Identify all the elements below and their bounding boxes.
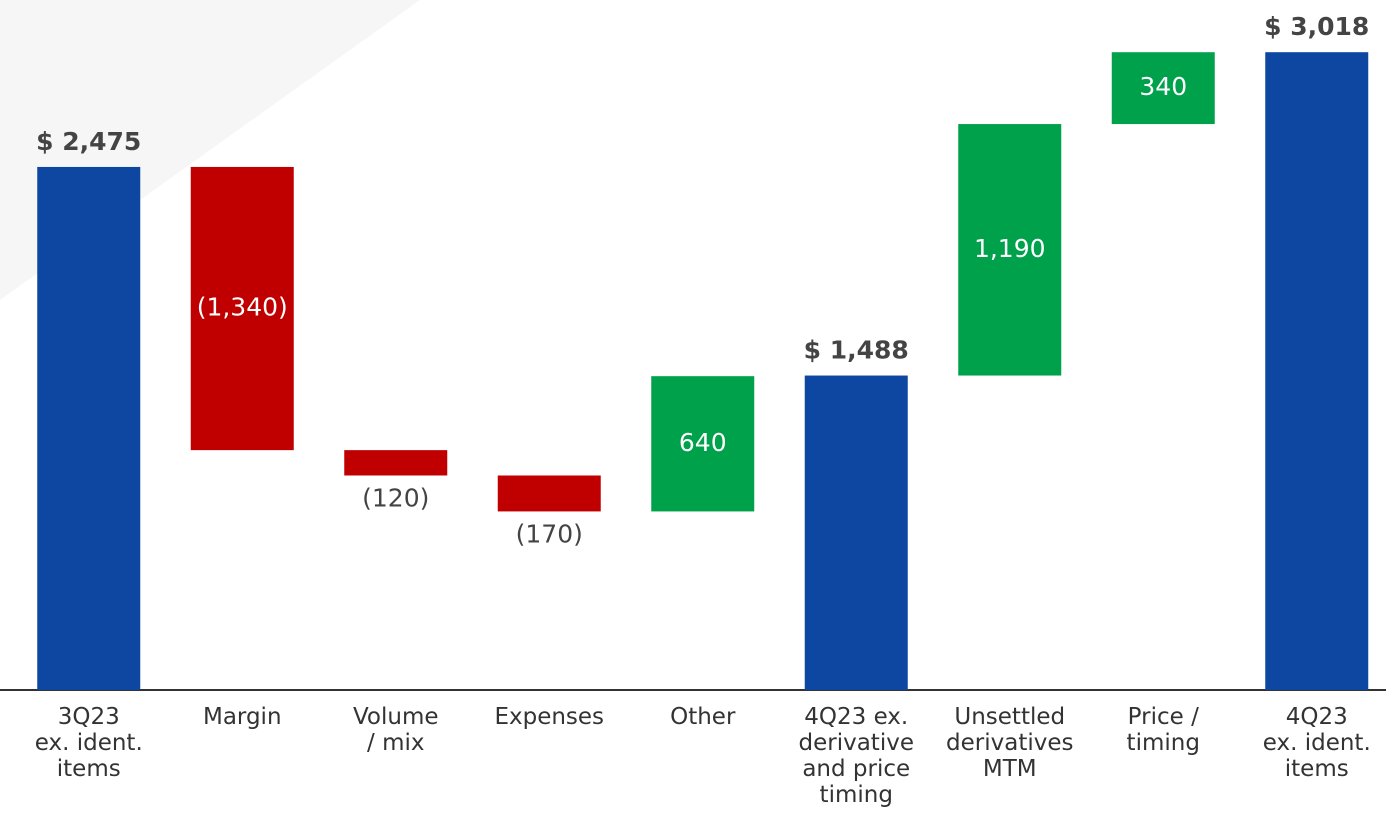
x-tick-label: Volume / mix: [352, 704, 439, 756]
x-tick-label: Other: [670, 704, 736, 730]
bar: [190, 166, 294, 451]
bar: [958, 124, 1062, 376]
x-tick-label: Unsettled derivatives MTM: [946, 704, 1074, 782]
bar: [1265, 52, 1369, 690]
value-label: 340: [1139, 72, 1187, 101]
bar: [37, 166, 141, 691]
x-tick-label: Expenses: [494, 704, 605, 730]
x-tick-label: Price / timing: [1126, 704, 1200, 756]
value-label: $ 2,475: [36, 127, 141, 156]
value-label: (1,340): [197, 293, 288, 322]
value-label: 1,190: [974, 234, 1046, 263]
bar: [497, 475, 601, 512]
x-tick-label: 4Q23 ex. ident. items: [1262, 704, 1371, 782]
value-label: $ 1,488: [804, 336, 909, 365]
x-tick-label: 3Q23 ex. ident. items: [34, 704, 143, 782]
bar: [804, 375, 908, 690]
x-tick-label: 4Q23 ex. derivative and price timing: [798, 704, 914, 808]
value-label: 640: [679, 428, 727, 457]
value-label: (120): [362, 483, 429, 512]
x-tick-label: Margin: [202, 704, 282, 730]
bar: [344, 450, 448, 476]
value-label: $ 3,018: [1264, 12, 1369, 41]
bar: [1111, 52, 1215, 125]
value-label: (170): [516, 519, 583, 548]
bar: [651, 376, 755, 512]
